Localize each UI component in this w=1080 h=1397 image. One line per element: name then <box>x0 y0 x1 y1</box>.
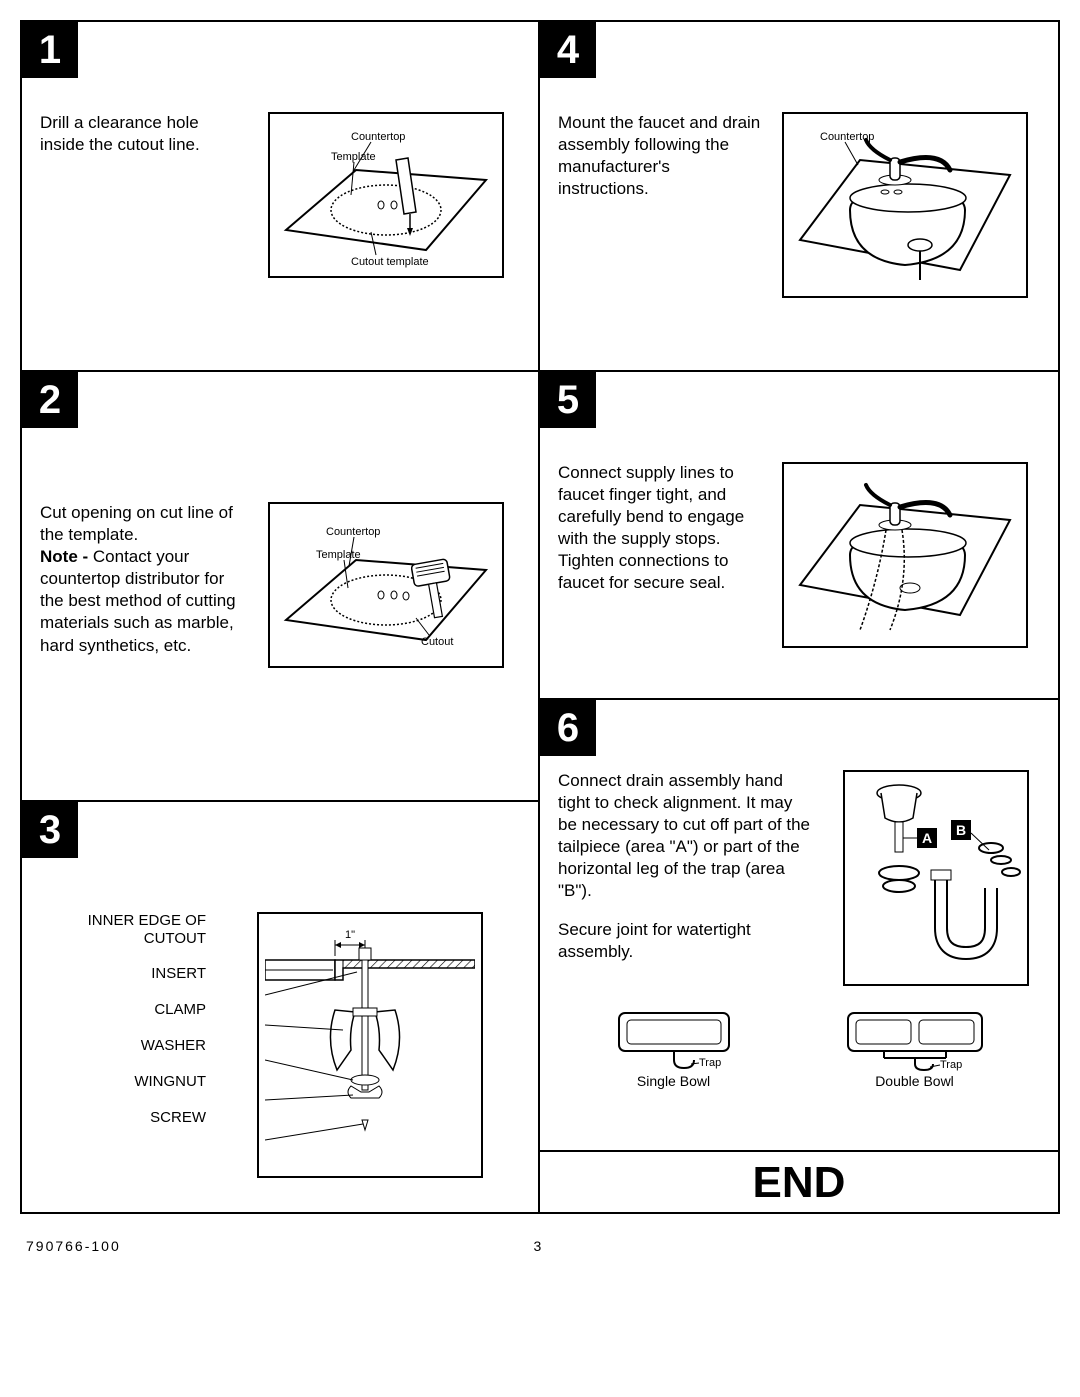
step-number-4: 4 <box>540 22 596 78</box>
label-b: B <box>956 822 966 838</box>
panel-4: 4 Mount the faucet and drain assembly fo… <box>540 22 1058 372</box>
label-template: Template <box>316 549 361 561</box>
step1-text: Drill a clearance hole inside the cutout… <box>40 112 242 156</box>
label-countertop: Countertop <box>351 131 405 143</box>
double-bowl: Trap Double Bowl <box>840 1008 990 1089</box>
step-number-2: 2 <box>22 372 78 428</box>
step4-text: Mount the faucet and drain assembly foll… <box>558 112 760 200</box>
step5-figure <box>782 462 1028 648</box>
panel-2: 2 Cut opening on cut line of the templat… <box>22 372 538 802</box>
step-number-1: 1 <box>22 22 78 78</box>
step3-figure: 1" <box>257 912 483 1178</box>
step4-figure: Countertop <box>782 112 1028 298</box>
panel-3: 3 INNER EDGE OF CUTOUT INSERT CLAMP WASH… <box>22 802 538 1202</box>
label-a: A <box>922 830 932 846</box>
label-trap: Trap <box>940 1059 962 1071</box>
step2-figure: Countertop Template Cutout <box>268 502 504 668</box>
step5-text: Connect supply lines to faucet finger ti… <box>558 462 760 595</box>
panel-5: 5 Connect supply lines to faucet finger … <box>540 372 1058 700</box>
label-cutout: Cutout <box>421 636 453 648</box>
label-countertop: Countertop <box>326 526 380 538</box>
label-template: Template <box>331 151 376 163</box>
step-number-3: 3 <box>22 802 78 858</box>
panel-6: 6 Connect drain assembly hand tight to c… <box>540 700 1058 1150</box>
page-number: 3 <box>533 1238 541 1254</box>
single-bowl: Trap Single Bowl <box>609 1008 739 1089</box>
step2-text: Cut opening on cut line of the template.… <box>40 502 242 657</box>
end-label: END <box>540 1150 1058 1212</box>
step1-figure: Countertop Template Cutout template <box>268 112 504 278</box>
step3-labels: INNER EDGE OF CUTOUT INSERT CLAMP WASHER… <box>40 912 210 1136</box>
step6-text: Connect drain assembly hand tight to che… <box>558 770 813 963</box>
doc-number: 790766-100 <box>26 1238 121 1254</box>
label-cutout: Cutout template <box>351 256 429 268</box>
panel-1: 1 Drill a clearance hole inside the cuto… <box>22 22 538 372</box>
dim-1in: 1" <box>345 929 355 941</box>
label-trap: Trap <box>699 1057 721 1069</box>
step-number-6: 6 <box>540 700 596 756</box>
step-number-5: 5 <box>540 372 596 428</box>
instruction-page: 1 Drill a clearance hole inside the cuto… <box>20 20 1060 1214</box>
step6-figure: A <box>843 770 1029 986</box>
label-countertop: Countertop <box>820 131 874 143</box>
